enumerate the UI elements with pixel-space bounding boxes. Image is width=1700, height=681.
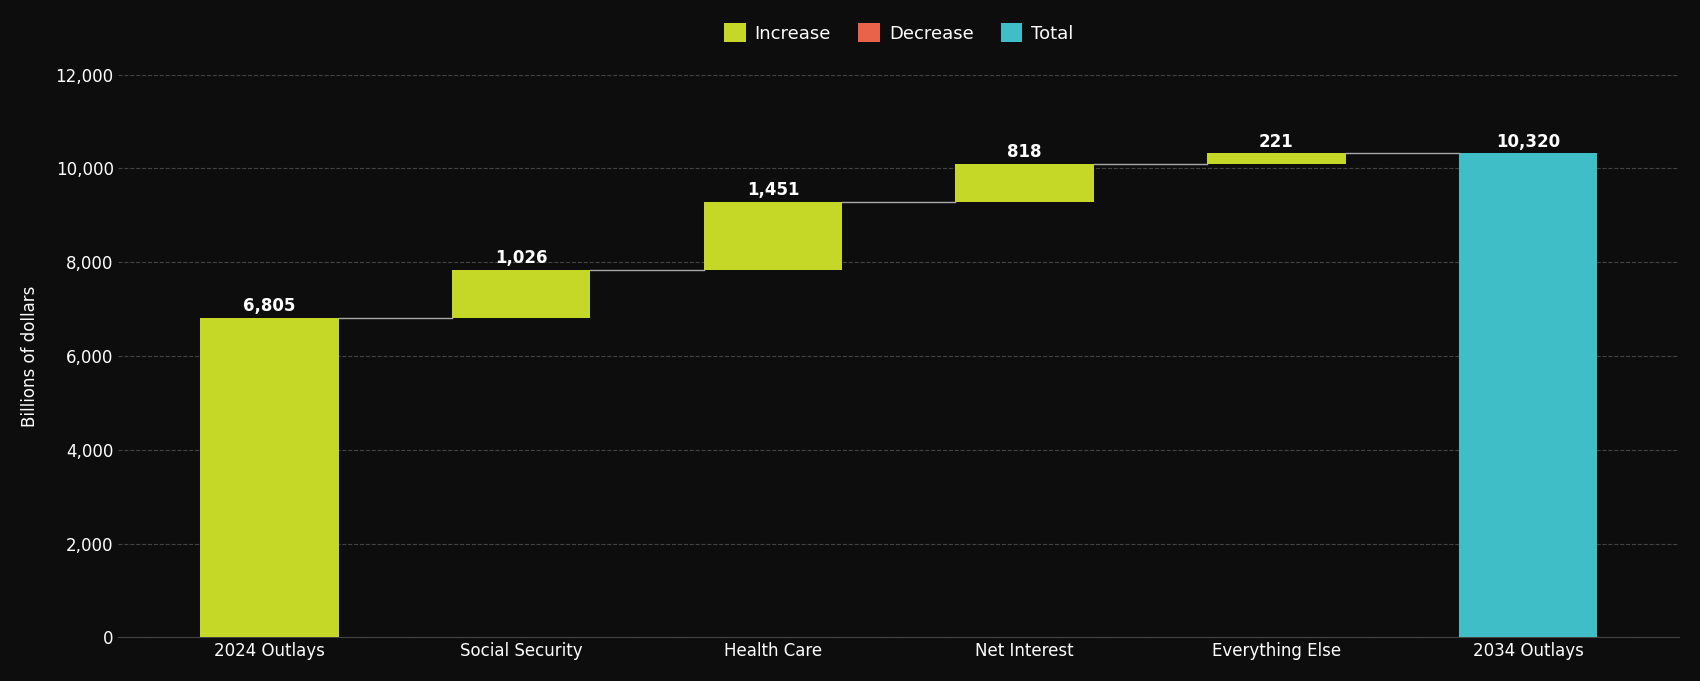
Y-axis label: Billions of dollars: Billions of dollars [20,285,39,427]
Bar [1459,153,1598,637]
Text: 221: 221 [1260,133,1294,151]
Bar [704,202,842,270]
Legend: Increase, Decrease, Total: Increase, Decrease, Total [717,16,1081,50]
Text: 6,805: 6,805 [243,298,296,315]
Bar [452,270,590,318]
Text: 1,026: 1,026 [495,249,547,268]
Bar [955,164,1093,202]
Bar [1207,153,1346,164]
Text: 1,451: 1,451 [746,181,799,200]
Bar [201,318,338,637]
Text: 10,320: 10,320 [1496,133,1561,151]
Text: 818: 818 [1008,143,1042,161]
